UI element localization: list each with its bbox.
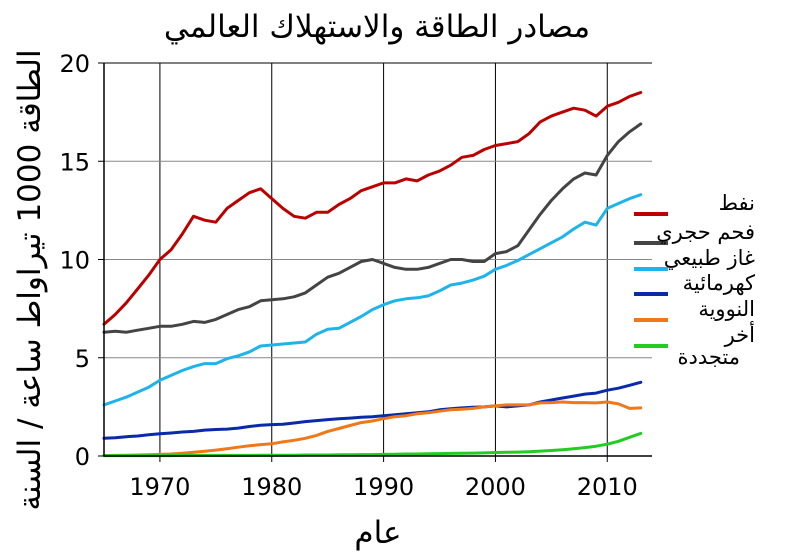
series-line-2 <box>102 193 643 407</box>
legend-label-0: نفط <box>719 191 755 215</box>
chart-title: مصادر الطاقة والاستهلاك العالمي <box>164 9 590 45</box>
y-tick-label: 0 <box>75 443 90 471</box>
x-tick-label: 1970 <box>129 473 190 501</box>
series-line-1 <box>102 122 643 334</box>
legend-label-5-line2: متجددة <box>677 345 740 369</box>
x-tick-label: 2010 <box>577 473 638 501</box>
x-tick-label: 1980 <box>241 473 302 501</box>
series-lines <box>102 91 643 458</box>
legend-label-1: فحم حجري <box>656 220 755 245</box>
grid <box>104 63 652 456</box>
x-tick-label: 1990 <box>353 473 414 501</box>
legend-label-3: كهرمائية <box>683 271 755 295</box>
y-tick-label: 10 <box>59 247 90 275</box>
y-tick-label: 20 <box>59 50 90 78</box>
y-tick-label: 15 <box>59 148 90 176</box>
x-axis-label: عام <box>354 515 401 551</box>
series-line-3 <box>102 380 643 440</box>
tick-labels: 1970 1980 1990 2000 2010 0 5 10 15 20 <box>59 50 637 501</box>
y-axis-label: الطاقة 1000 تيراواط ساعة / السنة <box>12 49 48 510</box>
x-tick-label: 2000 <box>465 473 526 501</box>
legend-label-5: أخر <box>724 321 755 347</box>
legend-label-4: النووية <box>698 297 755 321</box>
series-line-4 <box>102 400 643 458</box>
legend-label-2: غاز طبيعي <box>664 246 755 270</box>
y-tick-label: 5 <box>75 345 90 373</box>
series-line-0 <box>102 91 643 326</box>
